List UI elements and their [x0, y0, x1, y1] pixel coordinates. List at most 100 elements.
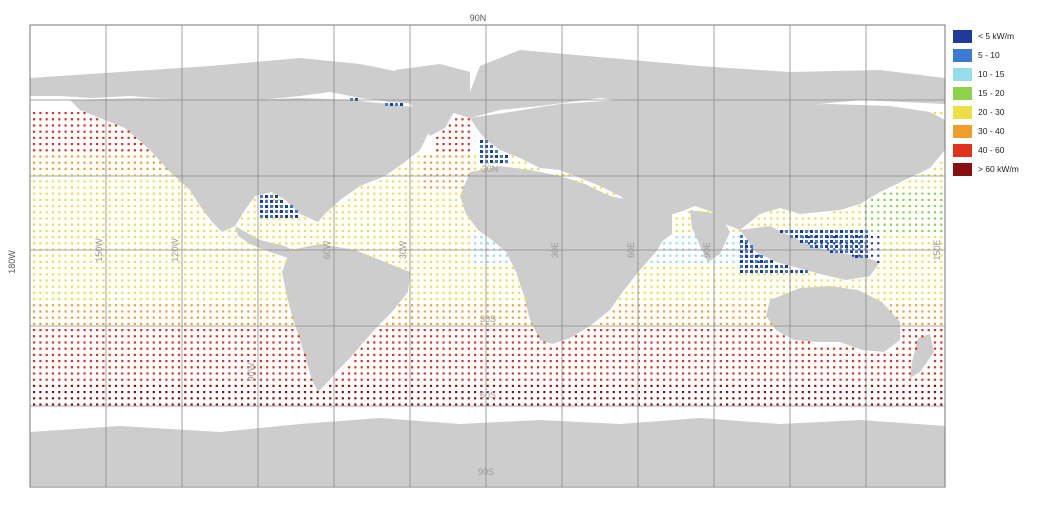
wave-power-dot	[776, 285, 779, 288]
wave-power-dot	[902, 223, 905, 226]
wave-power-dot	[775, 270, 778, 273]
wave-power-dot	[486, 273, 489, 276]
wave-power-dot	[492, 341, 496, 344]
wave-power-dot	[379, 236, 382, 239]
wave-power-dot	[839, 372, 842, 375]
wave-power-dot	[152, 366, 155, 369]
wave-power-dot	[102, 155, 105, 158]
wave-power-dot	[411, 242, 414, 245]
wave-power-dot	[543, 347, 546, 350]
wave-power-dot	[278, 236, 281, 239]
wave-power-dot	[64, 217, 67, 220]
wave-power-dot	[291, 378, 294, 381]
wave-power-dot	[637, 403, 640, 406]
wave-power-dot	[732, 378, 735, 381]
wave-power-dot	[474, 347, 477, 350]
wave-power-dot	[688, 384, 691, 387]
wave-power-dot	[152, 186, 155, 189]
wave-power-dot	[744, 391, 748, 394]
wave-power-dot	[373, 211, 376, 214]
wave-power-dot	[121, 273, 124, 276]
wave-power-dot	[442, 403, 445, 406]
wave-power-dot	[770, 391, 773, 394]
wave-power-dot	[815, 235, 818, 238]
wave-power-dot	[858, 248, 861, 251]
wave-power-dot	[921, 378, 924, 381]
wave-power-dot	[448, 136, 451, 139]
wave-power-dot	[763, 397, 766, 400]
wave-power-dot	[782, 229, 785, 232]
wave-power-dot	[45, 304, 48, 307]
wave-power-dot	[102, 211, 105, 214]
wave-power-dot	[902, 310, 905, 313]
wave-power-dot	[845, 248, 848, 251]
wave-power-dot	[902, 397, 905, 400]
wave-power-dot	[127, 186, 130, 189]
wave-power-dot	[833, 378, 836, 381]
wave-power-dot	[845, 285, 848, 288]
wave-power-dot	[442, 136, 445, 139]
wave-power-dot	[222, 384, 225, 387]
wave-power-dot	[740, 245, 743, 248]
wave-power-dot	[921, 186, 924, 189]
wave-power-dot	[379, 248, 382, 251]
wave-power-dot	[631, 322, 634, 325]
wave-power-dot	[45, 285, 48, 288]
wave-power-dot	[64, 236, 67, 239]
wave-power-dot	[89, 310, 92, 313]
wave-power-dot	[366, 403, 370, 406]
wave-power-dot	[574, 391, 577, 394]
wave-power-dot	[663, 267, 666, 270]
wave-power-dot	[114, 242, 118, 245]
wave-power-dot	[133, 149, 136, 152]
wave-power-dot	[436, 366, 439, 369]
wave-power-dot	[524, 353, 527, 356]
wave-power-dot	[618, 397, 622, 400]
wave-power-dot	[39, 118, 42, 121]
wave-power-dot	[940, 366, 943, 369]
wave-power-dot	[360, 384, 363, 387]
wave-power-dot	[436, 180, 439, 183]
wave-power-dot	[96, 273, 99, 276]
wave-power-dot	[442, 304, 445, 307]
wave-power-dot	[448, 155, 451, 158]
wave-power-dot	[896, 260, 899, 263]
wave-power-dot	[152, 322, 155, 325]
wave-power-dot	[177, 341, 181, 344]
wave-power-dot	[908, 298, 911, 301]
wave-power-dot	[203, 267, 206, 270]
wave-power-dot	[64, 149, 67, 152]
wave-power-dot	[606, 360, 609, 363]
wave-power-dot	[184, 186, 187, 189]
wave-power-dot	[114, 285, 118, 288]
wave-power-dot	[461, 298, 464, 301]
wave-power-dot	[908, 236, 911, 239]
wave-power-dot	[543, 391, 546, 394]
wave-power-dot	[89, 298, 92, 301]
wave-power-dot	[442, 378, 445, 381]
wave-power-dot	[89, 254, 92, 257]
wave-power-dot	[114, 391, 118, 394]
wave-power-dot	[908, 217, 911, 220]
wave-power-dot	[96, 279, 99, 282]
wave-power-dot	[637, 329, 640, 332]
wave-power-dot	[700, 353, 703, 356]
wave-power-dot	[805, 235, 808, 238]
wave-power-dot	[776, 372, 779, 375]
wave-power-dot	[360, 186, 363, 189]
wave-power-dot	[203, 242, 206, 245]
wave-power-dot	[114, 267, 118, 270]
wave-power-dot	[114, 236, 118, 239]
wave-power-dot	[33, 124, 36, 127]
wave-power-dot	[196, 316, 199, 319]
wave-power-dot	[713, 403, 716, 406]
wave-power-dot	[266, 229, 269, 232]
wave-power-dot	[203, 378, 206, 381]
wave-power-dot	[461, 248, 464, 251]
wave-power-dot	[266, 310, 269, 313]
wave-power-dot	[933, 229, 937, 232]
wave-power-dot	[247, 353, 250, 356]
wave-power-dot	[341, 229, 344, 232]
wave-power-dot	[234, 304, 237, 307]
wave-power-dot	[373, 353, 376, 356]
